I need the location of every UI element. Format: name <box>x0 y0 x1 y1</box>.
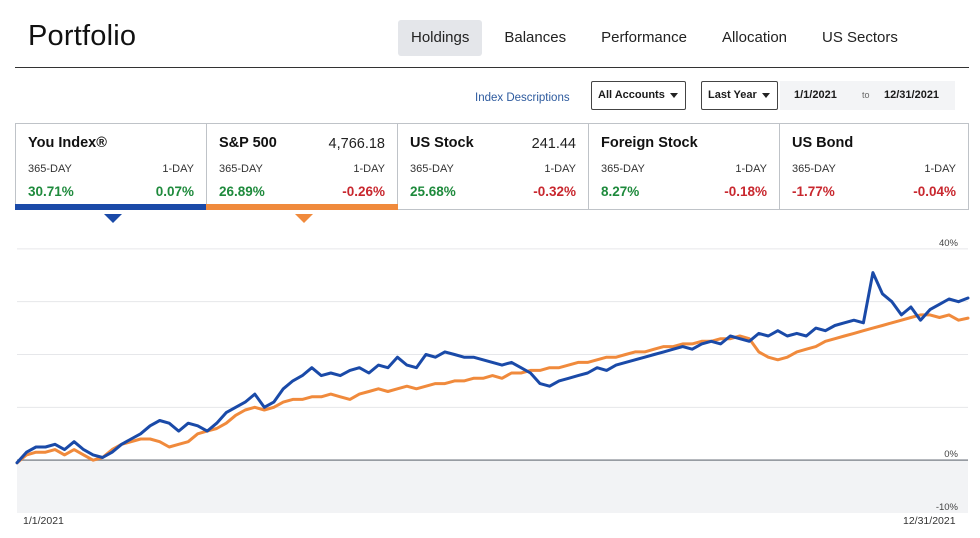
view-tabs: Holdings Balances Performance Allocation… <box>398 20 920 56</box>
series-line-you-index <box>15 271 970 465</box>
value-365-day: -1.77% <box>792 184 835 199</box>
value-365-day: 25.68% <box>410 184 456 199</box>
caret-down-icon <box>762 93 770 98</box>
tab-performance[interactable]: Performance <box>601 29 687 46</box>
selected-indicator-bar <box>15 204 207 210</box>
label-365-day: 365-DAY <box>601 163 645 175</box>
tab-holdings[interactable]: Holdings <box>398 20 483 56</box>
index-descriptions-link[interactable]: Index Descriptions <box>475 92 570 104</box>
header-divider <box>15 67 969 68</box>
x-axis-end-label: 12/31/2021 <box>903 515 956 527</box>
value-1-day: -0.18% <box>724 184 767 199</box>
card-price: 4,766.18 <box>328 136 385 152</box>
value-1-day: -0.04% <box>913 184 956 199</box>
value-365-day: 30.71% <box>28 184 74 199</box>
label-1-day: 1-DAY <box>544 163 576 175</box>
page-title: Portfolio <box>28 20 137 52</box>
value-365-day: 26.89% <box>219 184 265 199</box>
value-1-day: -0.32% <box>533 184 576 199</box>
tab-balances[interactable]: Balances <box>504 29 567 46</box>
y-tick-label: -10% <box>936 502 959 513</box>
card-price: 241.44 <box>531 136 576 152</box>
caret-down-icon <box>670 93 678 98</box>
label-365-day: 365-DAY <box>219 163 263 175</box>
selected-indicator-bar <box>206 204 398 210</box>
value-1-day: 0.07% <box>155 184 194 199</box>
accounts-dropdown[interactable]: All Accounts <box>591 81 686 110</box>
value-1-day: -0.26% <box>342 184 385 199</box>
label-1-day: 1-DAY <box>353 163 385 175</box>
card-us-bond[interactable]: US Bond 365-DAY 1-DAY -1.77% -0.04% <box>780 124 968 209</box>
card-sp500[interactable]: S&P 500 4,766.18 365-DAY 1-DAY 26.89% -0… <box>206 124 398 223</box>
tab-us-sectors[interactable]: US Sectors <box>822 29 898 46</box>
card-name: US Bond <box>792 135 854 151</box>
card-name: You Index® <box>28 135 107 151</box>
card-name: S&P 500 <box>219 135 277 151</box>
chart-canvas: 40% 0% -10% <box>15 238 970 513</box>
period-dropdown-label: Last Year <box>708 89 757 101</box>
period-dropdown[interactable]: Last Year <box>701 81 778 110</box>
label-365-day: 365-DAY <box>792 163 836 175</box>
label-365-day: 365-DAY <box>28 163 72 175</box>
value-365-day: 8.27% <box>601 184 640 199</box>
date-to-field[interactable]: 12/31/2021 <box>884 89 940 101</box>
card-you-index[interactable]: You Index® 365-DAY 1-DAY 30.71% 0.07% <box>15 124 207 223</box>
date-range: 1/1/2021 to 12/31/2021 <box>780 81 955 110</box>
index-cards: You Index® 365-DAY 1-DAY 30.71% 0.07% S&… <box>15 123 969 223</box>
series-line-sp500 <box>15 313 970 465</box>
date-from-field[interactable]: 1/1/2021 <box>794 89 837 101</box>
selected-pointer-icon <box>295 214 313 223</box>
label-365-day: 365-DAY <box>410 163 454 175</box>
tab-allocation[interactable]: Allocation <box>721 29 788 46</box>
label-1-day: 1-DAY <box>924 163 956 175</box>
label-1-day: 1-DAY <box>735 163 767 175</box>
card-name: US Stock <box>410 135 474 151</box>
performance-chart: 40% 0% -10% <box>0 228 980 538</box>
accounts-dropdown-label: All Accounts <box>598 89 665 101</box>
date-to-label: to <box>862 90 870 100</box>
label-1-day: 1-DAY <box>162 163 194 175</box>
negative-region-shade <box>17 460 968 513</box>
card-foreign-stock[interactable]: Foreign Stock 365-DAY 1-DAY 8.27% -0.18% <box>589 124 780 209</box>
card-us-stock[interactable]: US Stock 241.44 365-DAY 1-DAY 25.68% -0.… <box>398 124 589 209</box>
selected-pointer-icon <box>104 214 122 223</box>
y-tick-label: 0% <box>944 449 958 460</box>
y-tick-label: 40% <box>939 238 959 249</box>
card-name: Foreign Stock <box>601 135 698 151</box>
x-axis-start-label: 1/1/2021 <box>23 515 64 527</box>
